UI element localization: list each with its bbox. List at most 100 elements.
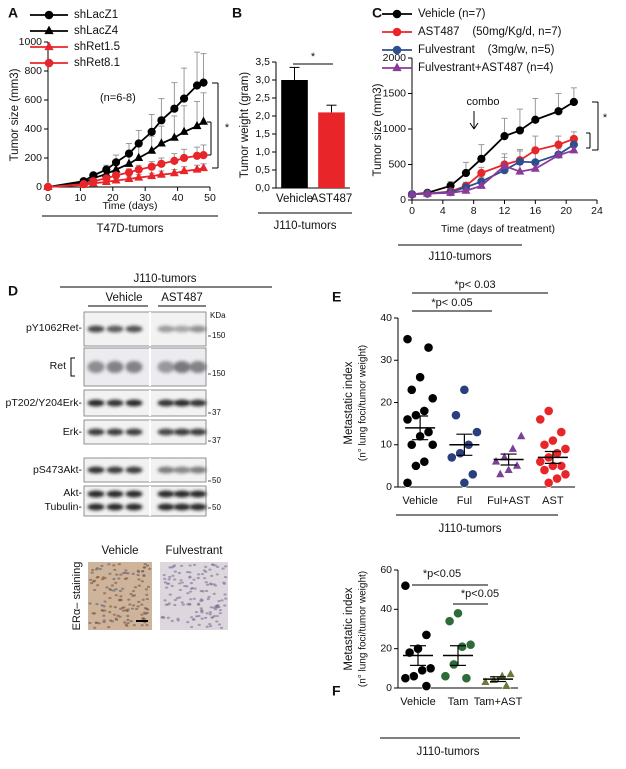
- data-point: [477, 154, 486, 163]
- data-point: [415, 372, 426, 383]
- x-tick-label: 10: [75, 192, 87, 204]
- ihc-cell: [204, 616, 208, 619]
- ihc-cell: [167, 578, 171, 581]
- data-point: [556, 460, 567, 471]
- staining-label: ERα– staining: [71, 562, 83, 631]
- ihc-cell: [205, 583, 210, 586]
- ihc-cell: [105, 586, 109, 589]
- blot-band: [157, 466, 175, 474]
- mw-label: 150: [212, 369, 226, 378]
- data-point: [89, 177, 98, 186]
- ihc-cell: [202, 569, 206, 572]
- ihc-cell: [188, 564, 192, 567]
- blot-band: [106, 428, 124, 436]
- y-tick-label: 800: [24, 65, 42, 77]
- ihc-cell: [199, 607, 203, 610]
- footer-label: J110-tumors: [438, 523, 501, 535]
- ihc-cell: [181, 603, 185, 606]
- y-tick-label: 2000: [383, 52, 407, 64]
- panel-label: D: [8, 283, 18, 299]
- blot-band: [157, 361, 175, 373]
- ihc-cell: [206, 597, 210, 601]
- ihc-cell: [167, 602, 171, 605]
- y-tick-label: 40: [380, 603, 392, 615]
- blot-label: Tubulin-: [44, 501, 82, 513]
- x-tick-label: 8: [471, 205, 477, 217]
- blot-band: [173, 325, 191, 333]
- ihc-cell: [173, 598, 177, 602]
- ihc-cell: [113, 606, 117, 609]
- ihc-cell: [218, 608, 223, 612]
- ihc-cell: [103, 600, 107, 603]
- ihc-cell: [173, 570, 177, 573]
- ihc-cell: [168, 575, 172, 579]
- legend-marker: [392, 62, 402, 72]
- annotation: (n=6-8): [100, 92, 136, 104]
- x-tick-label: 40: [172, 192, 184, 204]
- y-tick-label: 1,0: [255, 146, 270, 158]
- panel-label: C: [372, 5, 382, 21]
- blot-band: [173, 361, 191, 373]
- data-point: [446, 452, 457, 463]
- x-tick-label: 4: [440, 205, 446, 217]
- ihc-cell: [131, 572, 135, 575]
- data-point: [495, 468, 506, 478]
- ihc-cell: [186, 621, 190, 624]
- ihc-cell: [112, 589, 116, 592]
- data-point: [539, 465, 550, 475]
- ihc-cell: [95, 567, 99, 570]
- blot-band: [157, 428, 175, 436]
- legend-label: shLacZ1: [74, 9, 118, 21]
- ihc-cell: [205, 625, 209, 628]
- ihc-cell: [208, 568, 212, 571]
- ihc-cell: [164, 603, 168, 606]
- data-point: [179, 126, 189, 135]
- blot-band: [106, 503, 124, 511]
- ihc-cell: [179, 579, 183, 582]
- data-point: [500, 132, 509, 141]
- ihc-cell: [128, 603, 132, 606]
- data-point: [515, 157, 525, 166]
- ihc-cell: [213, 564, 217, 567]
- data-point: [569, 145, 579, 154]
- ihc-cell: [205, 589, 209, 593]
- data-point: [199, 151, 208, 160]
- ihc-cell: [211, 563, 215, 566]
- ihc-cell: [126, 621, 130, 625]
- blot-band: [173, 503, 191, 511]
- data-point: [480, 676, 491, 686]
- ihc-cell: [145, 597, 149, 601]
- blot-band: [173, 466, 191, 474]
- blot-band: [125, 361, 143, 373]
- blot-band: [173, 490, 191, 498]
- ihc-cell: [199, 609, 204, 612]
- ihc-cell: [148, 567, 152, 570]
- data-point: [102, 174, 111, 183]
- blot-band: [106, 399, 124, 407]
- blot-band: [157, 399, 175, 407]
- annotation: *: [603, 112, 608, 124]
- ihc-cell: [215, 620, 219, 623]
- y-tick-label: 2,0: [255, 110, 270, 122]
- ihc-cell: [165, 586, 169, 589]
- ret-bracket: [70, 357, 75, 377]
- data-point: [421, 630, 432, 640]
- x-axis-label: Time (days): [102, 200, 157, 212]
- x-tick-label: 50: [204, 192, 216, 204]
- x-tick-label: Vehicle: [276, 193, 313, 205]
- data-point: [124, 173, 134, 183]
- ihc-cell: [114, 581, 118, 584]
- blot-band: [189, 503, 207, 511]
- data-point: [505, 668, 516, 678]
- ihc-cell: [223, 604, 227, 607]
- ihc-cell: [145, 624, 149, 627]
- ihc-cell: [142, 617, 147, 621]
- data-point: [448, 659, 459, 670]
- data-point: [192, 120, 202, 130]
- ihc-cell: [163, 599, 167, 602]
- ihc-cell: [140, 580, 145, 583]
- data-point: [427, 393, 438, 404]
- legend-label: shLacZ4: [74, 25, 119, 37]
- ihc-cell: [112, 564, 116, 567]
- ihc-cell: [188, 576, 192, 579]
